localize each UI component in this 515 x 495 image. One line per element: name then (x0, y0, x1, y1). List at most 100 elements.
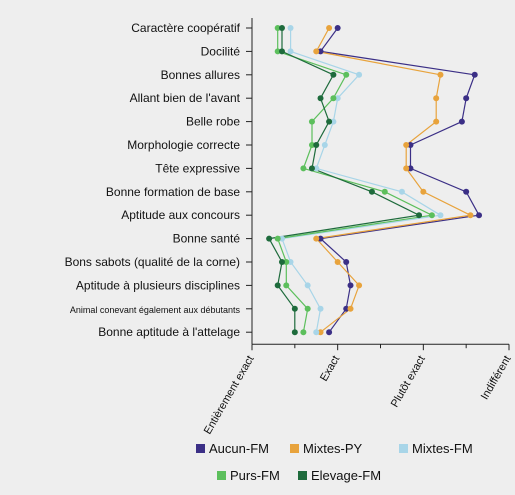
data-point (334, 95, 341, 102)
category-label: Animal conevant également aux débutants (70, 305, 241, 315)
data-point (458, 118, 465, 125)
series-lines (268, 27, 480, 333)
data-point (313, 48, 320, 55)
legend-label: Mixtes-FM (412, 441, 473, 456)
data-point (308, 165, 315, 172)
legend-label: Elevage-FM (311, 468, 381, 483)
data-point (317, 48, 324, 55)
data-point (308, 142, 315, 148)
data-point (313, 235, 320, 242)
category-label: Docilité (201, 44, 241, 58)
data-point (313, 165, 320, 172)
data-point (330, 71, 337, 78)
data-point (433, 118, 440, 125)
data-point (416, 212, 423, 219)
data-point (300, 329, 307, 336)
legend-swatch (217, 471, 226, 480)
data-point (347, 305, 354, 312)
legend-item: Elevage-FM (298, 468, 381, 483)
category-label: Bons sabots (qualité de la corne) (65, 255, 240, 269)
data-point (347, 282, 354, 289)
data-point (398, 188, 405, 195)
data-point (437, 71, 444, 78)
legend-label: Mixtes-PY (303, 441, 363, 456)
data-point (278, 235, 285, 242)
series-line (319, 27, 480, 333)
legend-item: Mixtes-FM (399, 441, 473, 456)
category-label: Tête expressive (155, 161, 240, 175)
data-point (317, 235, 324, 242)
data-point (463, 188, 470, 195)
data-point (291, 305, 298, 312)
category-label: Morphologie correcte (127, 138, 240, 152)
data-point (274, 25, 281, 31)
data-point (381, 188, 388, 195)
data-point (356, 282, 363, 289)
data-point (471, 71, 478, 78)
data-point (283, 259, 290, 265)
legend-label: Aucun-FM (209, 441, 269, 456)
data-point (326, 118, 333, 125)
legend-item: Mixtes-PY (290, 441, 363, 456)
data-point (403, 142, 410, 148)
data-point (356, 71, 363, 78)
data-point (343, 259, 350, 265)
legend-swatch (290, 444, 299, 453)
data-point (287, 48, 294, 55)
data-point (274, 48, 281, 55)
category-label: Bonne aptitude à l'attelage (98, 325, 240, 339)
legend: Aucun-FM Mixtes-PY Mixtes-FM Purs-FM Elevage… (196, 441, 473, 483)
legend-item: Aucun-FM (196, 441, 269, 456)
data-point (321, 142, 328, 148)
legend-swatch (196, 444, 205, 453)
data-point (330, 95, 337, 102)
data-point (278, 259, 285, 265)
data-point (317, 95, 324, 102)
data-point (334, 25, 341, 31)
series-line (281, 28, 443, 333)
data-point (304, 305, 311, 312)
data-point (287, 259, 294, 265)
series-line (268, 28, 422, 333)
data-point (428, 212, 435, 219)
category-label: Bonnes allures (161, 68, 240, 82)
data-point (343, 305, 350, 312)
category-label: Aptitude aux concours (121, 208, 240, 222)
data-point (300, 165, 307, 172)
data-point (343, 71, 350, 78)
data-point (313, 142, 320, 148)
category-label: Allant bien de l'avant (130, 91, 241, 105)
data-point (407, 165, 414, 172)
data-point (330, 118, 337, 125)
data-point (287, 25, 294, 31)
legend-swatch (399, 444, 408, 453)
data-point (326, 25, 333, 31)
data-point (403, 165, 410, 172)
data-point (283, 282, 290, 289)
legend-item: Purs-FM (217, 468, 280, 483)
data-point (368, 188, 375, 195)
category-label: Aptitude à plusieurs disciplines (76, 278, 240, 292)
legend-label: Purs-FM (230, 468, 280, 483)
category-label: Bonne santé (173, 232, 241, 246)
category-label: Bonne formation de base (106, 185, 240, 199)
data-point (463, 95, 470, 102)
axes (246, 18, 510, 351)
data-point (278, 25, 285, 31)
data-point (317, 329, 324, 336)
category-label: Belle robe (186, 115, 240, 129)
data-point (308, 118, 315, 125)
series-line (276, 28, 434, 333)
data-point (407, 142, 414, 148)
data-point (291, 329, 298, 336)
data-point (274, 282, 281, 289)
data-point (420, 188, 427, 195)
data-point (274, 235, 281, 242)
data-point (437, 212, 444, 219)
data-point (313, 329, 320, 336)
series-line (315, 27, 473, 333)
data-point (433, 95, 440, 102)
data-point (266, 235, 273, 242)
